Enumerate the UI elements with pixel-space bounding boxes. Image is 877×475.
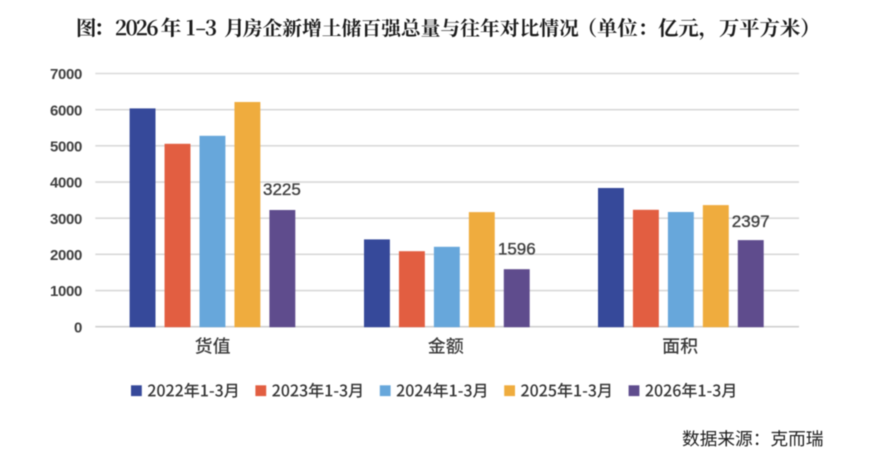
svg-text:1000: 1000 <box>50 283 82 300</box>
svg-text:0: 0 <box>74 319 82 336</box>
svg-text:4000: 4000 <box>50 175 82 192</box>
svg-text:2397: 2397 <box>732 212 770 231</box>
svg-text:3225: 3225 <box>263 180 301 199</box>
svg-text:2000: 2000 <box>50 247 82 264</box>
svg-text:5000: 5000 <box>50 138 82 155</box>
svg-text:6000: 6000 <box>50 102 82 119</box>
svg-text:7000: 7000 <box>50 66 82 83</box>
svg-text:3000: 3000 <box>50 211 82 228</box>
svg-text:1596: 1596 <box>498 240 536 259</box>
